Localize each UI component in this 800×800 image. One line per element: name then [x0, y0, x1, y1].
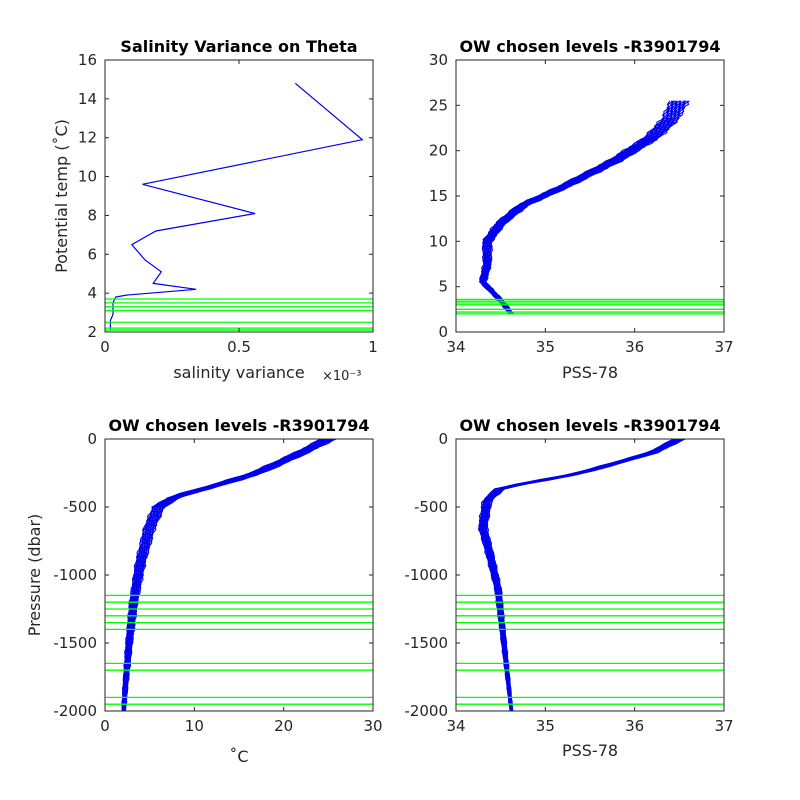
- x-tick-label: 1: [368, 338, 378, 356]
- x-tick-label: 35: [536, 338, 555, 356]
- panel-ow-levels-temp-pressure: OW chosen levels -R3901794 0 10 20 30 -2000 -…: [25, 416, 383, 766]
- panel-salinity-variance: Salinity Variance on Theta 0 0.5 124681012…: [52, 37, 378, 384]
- profile-line: [480, 100, 676, 315]
- y-tick-label: -1000: [53, 566, 97, 584]
- profile-line: [486, 439, 685, 711]
- y-tick-label: 8: [87, 206, 97, 224]
- y-tick-label: 6: [87, 245, 97, 263]
- x-tick-label: 36: [625, 717, 644, 735]
- y-tick-label: 0: [87, 430, 97, 448]
- y-tick-label: 20: [429, 142, 448, 160]
- panel-4-xlabel: PSS-78: [562, 741, 618, 760]
- x-tick-label: 34: [446, 717, 465, 735]
- panel-1-xlabel: salinity variance: [173, 363, 304, 382]
- y-tick-label: -1500: [404, 634, 448, 652]
- y-tick-label: 15: [429, 187, 448, 205]
- x-tick-label: 37: [714, 338, 733, 356]
- series-line-1: [109, 82, 364, 331]
- x-tick-label: 34: [446, 338, 465, 356]
- panel-1-ylabel: Potential temp (˚C): [52, 119, 71, 273]
- x-tick-label: 20: [274, 717, 293, 735]
- profile-line: [479, 100, 671, 315]
- x-tick-label: 36: [625, 338, 644, 356]
- y-tick-label: -1000: [404, 566, 448, 584]
- profile-line: [124, 439, 336, 711]
- panel-2-plot-area: 34 35 36 37 0 5 10 15 20 25 30: [429, 51, 734, 356]
- y-tick-label: -1500: [53, 634, 97, 652]
- y-tick-label: 25: [429, 96, 448, 114]
- y-tick-label: 30: [429, 51, 448, 69]
- x-tick-label: 37: [714, 717, 733, 735]
- y-tick-label: 0: [438, 430, 448, 448]
- panel-1-title: Salinity Variance on Theta: [120, 37, 357, 56]
- y-tick-label: 14: [78, 90, 97, 108]
- panel-4-title: OW chosen levels -R3901794: [459, 416, 720, 435]
- y-tick-label: 10: [429, 232, 448, 250]
- profile-line: [484, 100, 690, 315]
- panel-4-plot-area: 34 35 36 37 -2000 -1500 -1000 -500 0: [404, 430, 733, 735]
- x-tick-label: 30: [363, 717, 382, 735]
- panel-3-xlabel: ˚C: [229, 747, 248, 766]
- profile-line: [478, 100, 674, 315]
- profile-line: [480, 100, 674, 315]
- x-tick-label: 0: [100, 717, 110, 735]
- y-tick-label: 5: [438, 278, 448, 296]
- panel-3-plot-area: 0 10 20 30 -2000 -1500 -1000 -500 0: [53, 430, 382, 735]
- x-tick-label: 35: [536, 717, 555, 735]
- panel-ow-levels-salinity-theta: OW chosen levels -R3901794 34 35 36 37 0 5 10 1…: [429, 37, 734, 382]
- y-tick-label: -2000: [404, 702, 448, 720]
- x-tick-label: 0.5: [227, 338, 251, 356]
- panel-2-title: OW chosen levels -R3901794: [459, 37, 720, 56]
- y-tick-label: 10: [78, 168, 97, 186]
- profile-line: [479, 100, 675, 315]
- panel-1-x-exponent: ×10⁻³: [322, 369, 362, 384]
- panel-3-ylabel: Pressure (dbar): [25, 514, 44, 637]
- panel-3-title: OW chosen levels -R3901794: [108, 416, 369, 435]
- axes-frame: [104, 59, 374, 333]
- y-tick-label: -500: [63, 498, 97, 516]
- y-tick-label: -2000: [53, 702, 97, 720]
- y-tick-label: 16: [78, 51, 97, 69]
- y-tick-label: 4: [87, 284, 97, 302]
- x-tick-label: 0: [100, 338, 110, 356]
- profile-line: [484, 100, 690, 315]
- y-tick-label: -500: [414, 498, 448, 516]
- panel-2-xlabel: PSS-78: [562, 363, 618, 382]
- y-tick-label: 12: [78, 129, 97, 147]
- profile-line: [480, 100, 679, 315]
- x-tick-label: 10: [185, 717, 204, 735]
- panel-ow-levels-salinity-pressure: OW chosen levels -R3901794 34 35 36 37 -2000…: [404, 416, 733, 760]
- y-tick-label: 0: [438, 323, 448, 341]
- y-tick-label: 2: [87, 323, 97, 341]
